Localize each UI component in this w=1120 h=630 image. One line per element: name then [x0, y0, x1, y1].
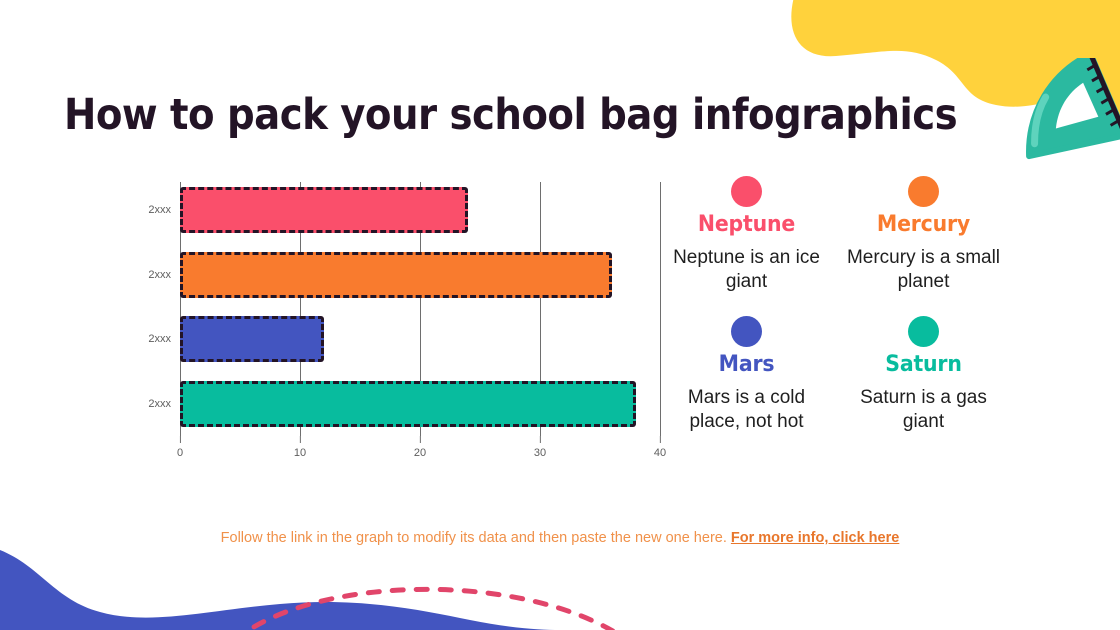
x-axis-tick-label: 30	[533, 447, 547, 459]
yellow-blob-shape	[791, 0, 1120, 120]
legend-description-neptune: Neptune is an ice giant	[673, 247, 820, 293]
legend-description-saturn: Saturn is a gas giant	[860, 387, 987, 433]
x-axis-tick-mark	[299, 436, 301, 443]
legend-dot-saturn	[908, 316, 939, 348]
footer-note-text: Follow the link in the graph to modify i…	[220, 530, 727, 546]
y-axis-tick-label: 2xxx	[148, 204, 171, 217]
bar-mercury[interactable]	[180, 251, 612, 298]
bar-row: 2xxx	[148, 316, 660, 363]
bar-chart: 2xxx 2xxx 2xxx 2xxx 0 10 20 30 40	[140, 178, 666, 478]
bar-neptune[interactable]	[180, 187, 468, 234]
bar-mars[interactable]	[180, 316, 324, 363]
x-axis-tick: 0	[177, 436, 183, 459]
bar-row: 2xxx	[148, 251, 660, 298]
legend-dot-neptune	[731, 176, 762, 207]
x-axis-tick-mark	[539, 436, 541, 443]
legend-item-mercury[interactable]: Mercury Mercury is a small planet	[837, 176, 1010, 294]
legend-description-mars: Mars is a cold place, not hot	[687, 387, 806, 433]
x-axis-tick: 40	[654, 436, 666, 459]
legend-description-mercury: Mercury is a small planet	[846, 247, 1001, 293]
x-axis-tick: 20	[414, 436, 426, 459]
gridline	[180, 182, 181, 436]
x-axis-tick-mark	[659, 436, 661, 443]
legend-title-saturn: Saturn	[885, 352, 962, 378]
legend-item-mars[interactable]: Mars Mars is a cold place, not hot	[660, 316, 833, 434]
gridline	[300, 182, 301, 436]
x-axis: 0 10 20 30 40	[177, 436, 666, 464]
y-axis-tick-label: 2xxx	[148, 333, 171, 346]
more-info-link[interactable]: For more info, click here	[730, 530, 900, 546]
legend-item-saturn[interactable]: Saturn Saturn is a gas giant	[837, 316, 1010, 434]
gridline	[540, 182, 541, 436]
blue-wave-shape	[0, 550, 560, 630]
pink-dashed-arc	[244, 586, 616, 630]
legend-title-mars: Mars	[718, 352, 775, 378]
legend: Neptune Neptune is an ice giant Mercury Mer…	[660, 176, 1010, 434]
x-axis-tick-label: 20	[413, 447, 427, 459]
gridline	[660, 182, 661, 436]
x-axis-tick-label: 10	[293, 447, 307, 459]
protractor-illustration	[1026, 58, 1120, 160]
x-axis-tick-label: 0	[176, 447, 184, 459]
legend-title-mercury: Mercury	[876, 212, 971, 237]
bar-saturn[interactable]	[180, 380, 636, 427]
gridline	[420, 182, 421, 436]
x-axis-tick-label: 40	[653, 447, 667, 459]
x-axis-tick: 10	[294, 436, 306, 459]
x-axis-tick-mark	[179, 436, 181, 443]
y-axis-tick-label: 2xxx	[148, 268, 171, 281]
chart-plot-area: 2xxx 2xxx 2xxx 2xxx	[148, 178, 661, 436]
page-title: How to pack your school bag infographics	[64, 89, 958, 140]
bars-layer: 2xxx 2xxx 2xxx 2xxx	[148, 178, 660, 436]
bar-row: 2xxx	[148, 187, 660, 234]
legend-dot-mars	[731, 316, 762, 348]
legend-title-neptune: Neptune	[697, 212, 796, 237]
footer-note: Follow the link in the graph to modify i…	[0, 530, 1120, 546]
legend-item-neptune[interactable]: Neptune Neptune is an ice giant	[660, 176, 833, 294]
legend-dot-mercury	[908, 176, 939, 207]
bar-row: 2xxx	[148, 380, 660, 427]
y-axis-tick-label: 2xxx	[148, 397, 171, 410]
x-axis-tick-mark	[419, 436, 421, 443]
x-axis-tick: 30	[534, 436, 546, 459]
